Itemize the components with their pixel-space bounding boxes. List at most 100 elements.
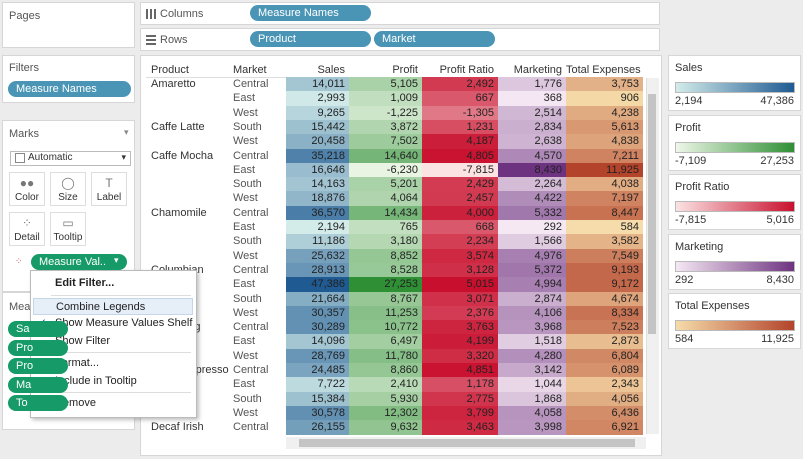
table-cell: 9,172	[566, 277, 643, 292]
product-label: Decaf Irish	[151, 421, 204, 434]
table-cell: 7,197	[566, 191, 643, 207]
mark-type-dropdown[interactable]: Automatic ▾	[10, 151, 131, 166]
table-cell: 1,044	[498, 377, 566, 393]
panel-title: Mea	[9, 301, 31, 313]
table-cell: 2,343	[566, 377, 643, 393]
column-header: Market	[233, 64, 267, 76]
table-cell: 5,930	[349, 391, 422, 407]
table-cell: 4,038	[566, 177, 643, 192]
table-cell: 584	[566, 220, 643, 235]
shelf-pill[interactable]: Measure Names	[250, 5, 371, 21]
measure-pill[interactable]: Sa	[8, 321, 68, 337]
mark-button[interactable]: ●● Color	[9, 172, 45, 206]
table-cell: 11,253	[349, 305, 422, 321]
table-cell: 8,767	[349, 291, 422, 307]
table-cell: 292	[498, 220, 566, 235]
table-cell: 2,410	[349, 377, 422, 393]
table-cell: 24,485	[286, 363, 349, 378]
column-header: Product	[151, 64, 189, 76]
product-label: Amaretto	[151, 78, 196, 90]
measure-values-pill[interactable]: Measure Val..	[31, 254, 127, 270]
market-label: West	[233, 406, 258, 419]
menu-separator	[51, 392, 191, 393]
table-cell: 6,436	[566, 405, 643, 421]
measure-pill[interactable]: Pro	[8, 339, 68, 356]
table-cell: 2,492	[422, 77, 498, 92]
table-cell: 3,872	[349, 119, 422, 135]
table-cell: 9,265	[286, 105, 349, 121]
table-cell: 5,372	[498, 262, 566, 278]
table-cell: 7,523	[566, 320, 643, 335]
legend-panel: Profit -7,109 27,253	[668, 114, 801, 171]
market-label: Central	[233, 149, 269, 162]
shelf-label: Rows	[160, 34, 188, 46]
market-label: East	[233, 92, 256, 105]
market-label: South	[233, 178, 262, 191]
mark-button[interactable]: ◯ Size	[50, 172, 86, 206]
menu-item[interactable]: Combine Legends	[33, 297, 193, 315]
menu-item[interactable]: Include in Tooltip	[55, 374, 137, 387]
market-label: East	[233, 221, 256, 233]
columns-shelf[interactable]: Columns	[140, 2, 660, 25]
table-cell: 2,874	[498, 291, 566, 307]
table-cell: 11,780	[349, 348, 422, 364]
market-label: Central	[233, 206, 269, 219]
measure-pill[interactable]: To	[8, 395, 68, 411]
table-cell: 1,009	[349, 91, 422, 107]
table-cell: 2,457	[422, 191, 498, 207]
table-cell: 8,447	[566, 205, 643, 221]
table-cell: 14,163	[286, 177, 349, 192]
legend-min: 292	[675, 273, 694, 286]
horizontal-thumb[interactable]	[299, 439, 635, 447]
table-cell: 27,253	[349, 277, 422, 292]
column-header: Profit Ratio	[439, 64, 494, 76]
table-cell: 8,430	[498, 162, 566, 178]
table-cell: 18,876	[286, 191, 349, 207]
table-cell: 5,105	[349, 77, 422, 92]
pill-arrow: ▾	[114, 255, 119, 265]
table-cell: 6,921	[566, 420, 643, 435]
table-cell: 21,664	[286, 291, 349, 307]
shelf-pill[interactable]: Market	[374, 31, 495, 47]
table-cell: 5,613	[566, 119, 643, 135]
market-label: West	[233, 135, 258, 148]
vertical-thumb[interactable]	[648, 94, 656, 334]
legend-title: Total Expenses	[675, 300, 750, 312]
table-cell: 6,804	[566, 348, 643, 364]
filter-pill[interactable]: Measure Names	[8, 81, 131, 97]
market-label: West	[233, 106, 258, 119]
table-cell: 14,096	[286, 334, 349, 350]
market-label: East	[233, 335, 256, 348]
table-cell: 2,234	[422, 234, 498, 250]
legend-min: -7,109	[675, 154, 707, 167]
market-label: South	[233, 392, 262, 405]
menu-item[interactable]: Show Measure Values Shelf	[55, 317, 193, 329]
mark-button[interactable]: T Label	[91, 172, 127, 206]
rows-icon	[146, 35, 156, 45]
table-cell: 4,238	[566, 105, 643, 121]
table-cell: 30,357	[286, 305, 349, 321]
table-cell: 4,000	[422, 205, 498, 221]
mark-button[interactable]: ▭ Tooltip	[50, 212, 86, 246]
legend-gradient	[675, 201, 795, 212]
shelf-pill[interactable]: Product	[250, 31, 371, 47]
menu-item[interactable]: Show Filter	[55, 334, 111, 347]
mark-icon: ⁘	[21, 216, 33, 230]
table-cell: 3,128	[422, 262, 498, 278]
table-cell: 4,058	[498, 405, 566, 421]
mark-button[interactable]: ⁘ Detail	[9, 212, 45, 246]
panel-menu-arrow[interactable]: ▾	[124, 127, 129, 137]
menu-item[interactable]: Edit Filter...	[55, 277, 115, 289]
mark-button-label: Color	[15, 192, 39, 203]
table-cell: 3,582	[566, 234, 643, 250]
table-cell: 12,302	[349, 405, 422, 421]
table-cell: 9,632	[349, 420, 422, 435]
measure-pill[interactable]: Ma	[8, 376, 68, 393]
measure-pill[interactable]: Pro	[8, 358, 68, 374]
mark-icon: T	[105, 176, 113, 190]
table-cell: 14,640	[349, 148, 422, 164]
legend-min: -7,815	[675, 214, 707, 226]
table-cell: 2,514	[498, 105, 566, 121]
legend-panel: Sales 2,194 47,386	[668, 55, 801, 111]
